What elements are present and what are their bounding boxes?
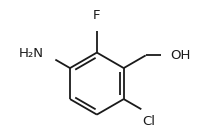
Text: Cl: Cl [143,115,156,128]
Text: H₂N: H₂N [18,47,43,60]
Text: OH: OH [171,49,191,62]
Text: F: F [93,9,101,22]
